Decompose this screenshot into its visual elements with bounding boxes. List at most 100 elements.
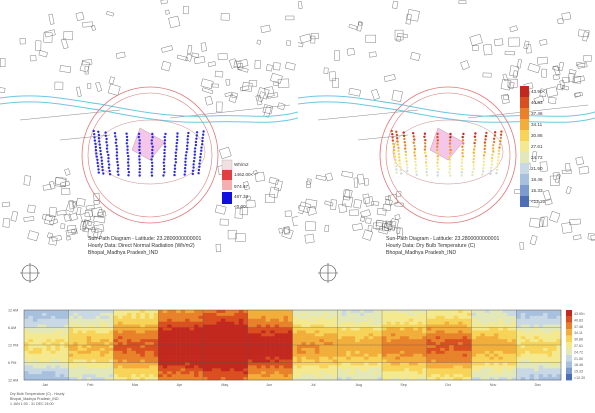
heatmap-cell	[413, 310, 419, 314]
heatmap-cell	[552, 350, 557, 355]
heatmap-cell	[467, 310, 472, 314]
building-outline	[71, 229, 76, 234]
sun-hour-point	[392, 149, 396, 152]
heatmap-cell	[279, 353, 284, 357]
heatmap-cell	[355, 336, 360, 340]
heatmap-cell	[162, 362, 168, 366]
sun-hour-point	[402, 134, 406, 137]
heatmap-cell	[471, 330, 477, 334]
heatmap-cell	[247, 318, 253, 322]
heatmap-cell	[323, 327, 329, 331]
heatmap-cell	[422, 345, 428, 349]
heatmap-cell	[408, 327, 414, 331]
sun-hour-point	[184, 160, 187, 163]
heatmap-cell	[59, 333, 65, 337]
heatmap-cell	[484, 356, 490, 360]
heatmap-cell	[55, 356, 61, 360]
sun-hour-point	[424, 138, 427, 142]
heatmap-cell	[158, 350, 164, 355]
heatmap-cell	[475, 339, 481, 343]
sun-hour-point	[125, 132, 128, 135]
heatmap-cell	[449, 318, 454, 322]
heatmap-cell	[292, 327, 298, 331]
heatmap-cell	[507, 347, 513, 352]
heatmap-cell	[323, 362, 329, 366]
heatmap-cell	[493, 312, 499, 317]
heatmap-cell	[216, 315, 222, 320]
heatmap-cell	[24, 365, 29, 369]
heatmap-cell	[314, 371, 320, 375]
building-outline	[234, 208, 243, 219]
heatmap-cell	[238, 342, 244, 346]
heatmap-cell	[144, 362, 150, 366]
heatmap-cell	[296, 339, 302, 343]
heatmap-cell	[171, 324, 177, 328]
heatmap-cell	[382, 350, 387, 355]
heatmap-cell	[444, 356, 450, 360]
heatmap-cell	[131, 374, 137, 378]
heatmap-cell	[305, 365, 311, 369]
heatmap-cell	[449, 333, 454, 337]
heatmap-cell	[32, 312, 38, 317]
heatmap-cell	[243, 356, 249, 360]
heatmap-cell	[126, 318, 132, 322]
heatmap-cell	[261, 356, 266, 360]
heatmap-cell	[185, 333, 190, 337]
heatmap-cell	[395, 312, 401, 317]
sun-hour-point	[137, 135, 140, 139]
building-outline	[542, 189, 552, 201]
heatmap-cell	[283, 353, 289, 357]
sun-hour-point	[449, 174, 452, 177]
heatmap-cell	[547, 342, 553, 346]
heatmap-cell	[158, 359, 164, 363]
heatmap-cell	[234, 362, 240, 366]
building-outline	[231, 92, 238, 99]
heatmap-cell	[547, 368, 553, 372]
heatmap-cell	[162, 336, 168, 340]
heatmap-cell	[238, 365, 244, 369]
heatmap-cell	[543, 356, 548, 360]
sun-hour-point	[97, 171, 101, 174]
heatmap-cell	[525, 377, 530, 381]
heatmap-cell	[265, 312, 271, 317]
heatmap-cell	[220, 377, 226, 381]
heatmap-cell	[171, 365, 177, 369]
heatmap-cell	[404, 339, 410, 343]
heatmap-cell	[511, 371, 517, 375]
heatmap-cell	[117, 310, 123, 314]
sun-hour-point	[191, 172, 194, 176]
heatmap-cell	[458, 339, 463, 343]
sun-hour-point	[173, 170, 176, 174]
heatmap-cell	[265, 336, 271, 340]
heatmap-cell	[95, 339, 101, 343]
legend-swatch	[566, 367, 572, 374]
heatmap-cell	[417, 345, 423, 349]
heatmap-cell	[238, 315, 244, 320]
building-outline	[523, 40, 530, 50]
heatmap-cell	[270, 327, 275, 331]
sun-hour-point	[195, 137, 198, 140]
heatmap-cell	[131, 342, 137, 346]
heatmap-cell	[91, 310, 96, 314]
heatmap-cell	[113, 377, 119, 381]
heatmap-cell	[440, 356, 445, 360]
heatmap-cell	[229, 371, 235, 375]
heatmap-cell	[296, 350, 302, 355]
heatmap-cell	[301, 374, 307, 378]
heatmap-cell	[534, 312, 539, 317]
heatmap-cell	[229, 347, 235, 352]
heatmap-cell	[211, 377, 217, 381]
heatmap-cell	[386, 345, 392, 349]
heatmap-cell	[64, 371, 70, 375]
building-outline	[565, 163, 571, 172]
heatmap-cell	[328, 356, 334, 360]
heatmap-cell	[270, 371, 275, 375]
heatmap-cell	[435, 362, 441, 366]
caption-line: Sun-Path Diagram - Latitude: 23.28000000…	[88, 236, 201, 242]
heatmap-cell	[198, 336, 204, 340]
heatmap-cell	[162, 330, 168, 334]
heatmap-cell	[301, 342, 307, 346]
heatmap-cell	[104, 362, 110, 366]
heatmap-cell	[399, 312, 405, 317]
heatmap-cell	[413, 321, 419, 325]
